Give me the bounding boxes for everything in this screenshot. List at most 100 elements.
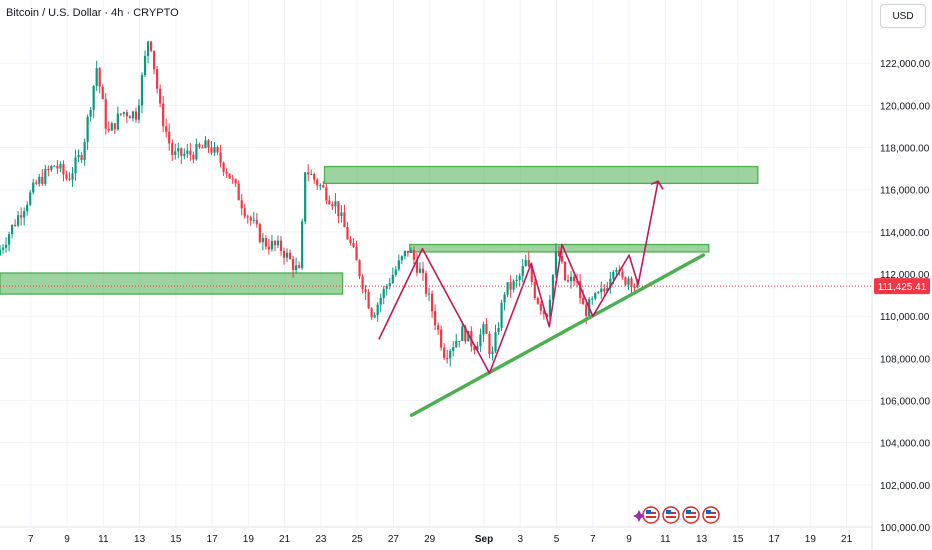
candle-body bbox=[110, 123, 113, 131]
candle-body bbox=[95, 68, 98, 86]
candle-body bbox=[50, 165, 53, 170]
candle-body bbox=[406, 250, 410, 253]
price-tick-label: 116,000.00 bbox=[880, 186, 930, 197]
candle-body bbox=[615, 270, 618, 272]
candle-body bbox=[322, 185, 325, 188]
candle-body bbox=[412, 250, 416, 260]
candle-body bbox=[23, 211, 26, 218]
candle-body bbox=[0, 249, 2, 256]
us-flag-event-icon[interactable] bbox=[702, 506, 720, 524]
candle-body bbox=[240, 200, 243, 209]
candle-body bbox=[491, 351, 494, 354]
candle-body bbox=[122, 112, 125, 114]
candle-body bbox=[443, 347, 446, 359]
candle-body bbox=[128, 116, 132, 119]
interval-label: 4h bbox=[111, 7, 124, 19]
candle-body bbox=[503, 294, 506, 303]
candle-body bbox=[515, 279, 518, 282]
candle-body bbox=[53, 165, 56, 167]
candle-body bbox=[539, 303, 542, 311]
us-flag-event-icon[interactable] bbox=[682, 506, 700, 524]
candle-body bbox=[576, 281, 579, 283]
candle-body bbox=[83, 141, 86, 160]
candle-body bbox=[485, 324, 488, 334]
time-tick-label: 15 bbox=[732, 534, 744, 545]
candle-body bbox=[331, 204, 334, 207]
candle-body bbox=[400, 256, 403, 261]
candle-body bbox=[624, 277, 627, 285]
candle-body bbox=[343, 212, 346, 228]
candle-body bbox=[113, 123, 116, 130]
candle-body bbox=[461, 326, 464, 341]
candle-body bbox=[270, 241, 274, 250]
candle-body bbox=[32, 182, 35, 193]
candle-body bbox=[107, 128, 110, 131]
candle-body bbox=[29, 192, 32, 205]
candle-body bbox=[195, 144, 198, 160]
candle-body bbox=[237, 183, 240, 201]
price-tick-label: 104,000.00 bbox=[880, 439, 930, 450]
candle-body bbox=[20, 215, 23, 218]
candle-body bbox=[137, 105, 141, 120]
candle-body bbox=[246, 216, 249, 218]
price-tick-label: 108,000.00 bbox=[880, 354, 930, 365]
candle-body bbox=[585, 304, 588, 316]
price-axis[interactable]: 100,000.00 102,000.00 104,000.00 106,000.00… bbox=[871, 0, 930, 550]
candle-body bbox=[276, 240, 280, 246]
price-tick-label: 120,000.00 bbox=[880, 101, 930, 112]
flag-canton bbox=[706, 510, 711, 514]
candle-body bbox=[171, 143, 174, 156]
flag-stripe bbox=[686, 516, 696, 518]
candle-body bbox=[159, 88, 162, 104]
flag-ring bbox=[702, 506, 720, 524]
time-tick-label: Sep bbox=[475, 534, 493, 545]
candle-body bbox=[4, 244, 8, 248]
candle-body bbox=[146, 41, 150, 56]
us-flag-event-icon[interactable] bbox=[642, 506, 660, 524]
candle-body bbox=[264, 238, 267, 247]
candle-body bbox=[427, 293, 431, 295]
candle-body bbox=[627, 278, 630, 285]
time-tick-label: 15 bbox=[170, 534, 182, 545]
time-tick-label: 25 bbox=[352, 534, 364, 545]
support-zone bbox=[0, 272, 344, 295]
candle-body bbox=[231, 178, 234, 180]
candle-body bbox=[252, 219, 255, 221]
candle-body bbox=[621, 271, 624, 278]
time-axis[interactable]: 7 9 11 13 15 17 19 21 23 25 27 29 Sep 3 5 7 9 11 13 15 17 19 2… bbox=[0, 526, 872, 545]
candle-body bbox=[134, 111, 138, 120]
candle-body bbox=[421, 268, 425, 274]
candle-body bbox=[273, 241, 277, 246]
candle-body bbox=[17, 215, 20, 226]
candle-body bbox=[310, 173, 313, 175]
candle-body bbox=[26, 204, 29, 212]
flag-stripe bbox=[646, 516, 656, 518]
ascending-trendline bbox=[409, 253, 706, 418]
candle-body bbox=[234, 179, 237, 184]
candle-body bbox=[198, 144, 201, 148]
candle-body bbox=[68, 178, 71, 180]
candle-body bbox=[156, 69, 159, 89]
currency-button[interactable]: USD bbox=[880, 4, 926, 28]
time-tick-label: 9 bbox=[626, 534, 632, 545]
chart-title: Bitcoin / U.S. Dollar · 4h · CRYPTO bbox=[6, 7, 179, 19]
candle-body bbox=[192, 154, 195, 160]
us-flag-event-icon[interactable] bbox=[662, 506, 680, 524]
candle-body bbox=[285, 252, 289, 258]
price-tick-label: 114,000.00 bbox=[880, 228, 930, 239]
price-tick-label: 118,000.00 bbox=[880, 144, 930, 155]
candle-body bbox=[143, 55, 147, 76]
candle-body bbox=[1, 247, 5, 250]
candle-body bbox=[358, 260, 361, 277]
candle-body bbox=[180, 148, 183, 156]
candle-body bbox=[542, 310, 545, 314]
economic-events[interactable] bbox=[633, 506, 720, 524]
candle-body bbox=[440, 329, 443, 348]
candle-body bbox=[500, 302, 503, 328]
candle-body bbox=[89, 109, 92, 117]
candle-body bbox=[210, 147, 213, 153]
target-zone bbox=[323, 165, 759, 185]
candle-body bbox=[355, 246, 358, 261]
price-tick-label: 102,000.00 bbox=[880, 481, 930, 492]
